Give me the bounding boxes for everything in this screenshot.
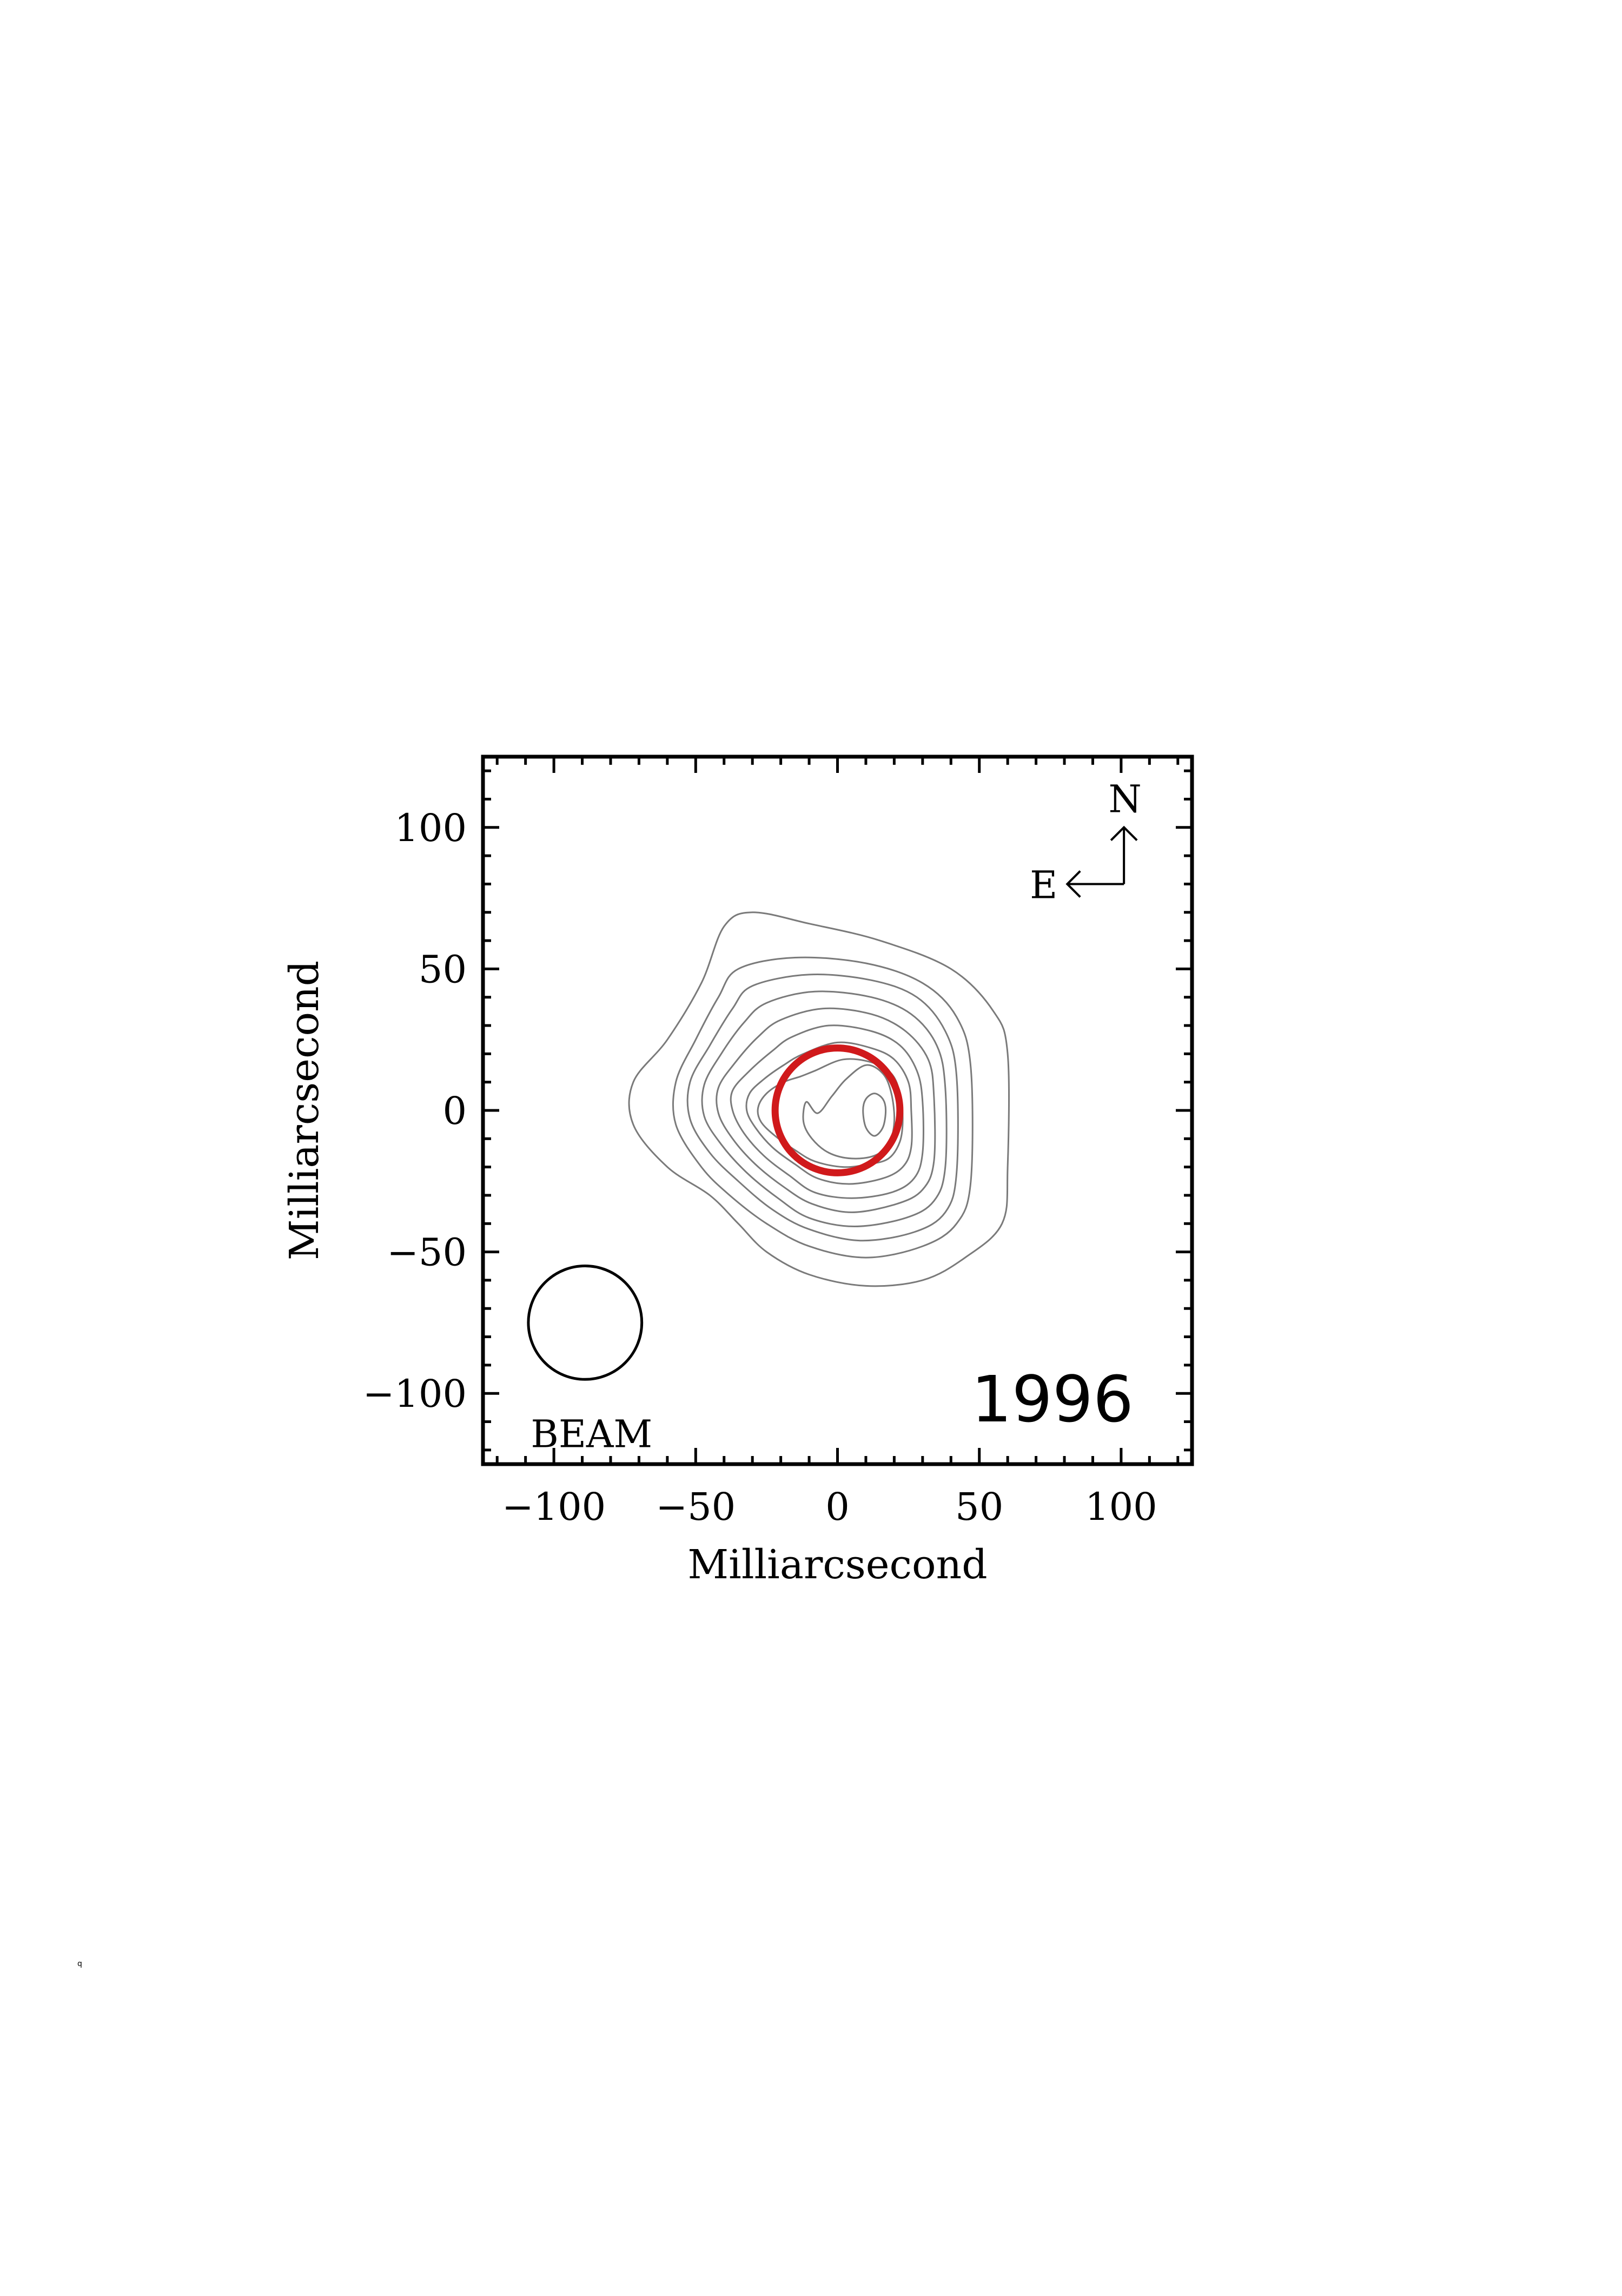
x-tick-label: 0 xyxy=(825,1485,850,1529)
x-axis-title: Milliarcsecond xyxy=(687,1541,987,1588)
page-mark: q xyxy=(77,1960,82,1968)
beam-ellipse xyxy=(527,1265,644,1381)
y-axis-title: Milliarcsecond xyxy=(281,961,328,1260)
contour-level-5 xyxy=(716,1007,936,1213)
north-arrow-head xyxy=(1110,825,1138,841)
axis-tick-labels: −100 −50 0 50 100 −100 −50 0 50 100 xyxy=(363,806,1157,1529)
north-label: N xyxy=(1109,777,1142,822)
compass: NE xyxy=(1030,777,1142,908)
axis-ticks xyxy=(483,757,1192,1464)
contour-level-9 xyxy=(802,1064,896,1160)
fitted-ring xyxy=(771,1044,904,1176)
east-arrow-head xyxy=(1065,870,1081,898)
contour-level-2 xyxy=(672,956,974,1259)
contour-group xyxy=(628,911,1010,1287)
x-tick-label: −100 xyxy=(502,1485,606,1529)
beam-label: BEAM xyxy=(531,1412,652,1456)
x-tick-label: 50 xyxy=(955,1485,1003,1529)
contour-level-6 xyxy=(730,1024,924,1199)
y-tick-label: 0 xyxy=(442,1089,467,1133)
plot-frame xyxy=(481,755,1194,1466)
contour-level-10 xyxy=(862,1093,887,1137)
contour-level-7 xyxy=(745,1041,913,1185)
east-label: E xyxy=(1030,863,1057,907)
y-tick-label: −100 xyxy=(363,1372,467,1416)
y-tick-label: 100 xyxy=(394,806,467,850)
x-tick-label: 100 xyxy=(1085,1485,1157,1529)
epoch-label: 1996 xyxy=(971,1362,1134,1437)
contour-level-3 xyxy=(686,974,959,1242)
contour-level-4 xyxy=(701,990,948,1228)
contour-level-1 xyxy=(628,911,1010,1287)
x-tick-label: −50 xyxy=(656,1485,736,1529)
y-tick-label: −50 xyxy=(387,1230,467,1275)
y-tick-label: 50 xyxy=(419,947,467,991)
